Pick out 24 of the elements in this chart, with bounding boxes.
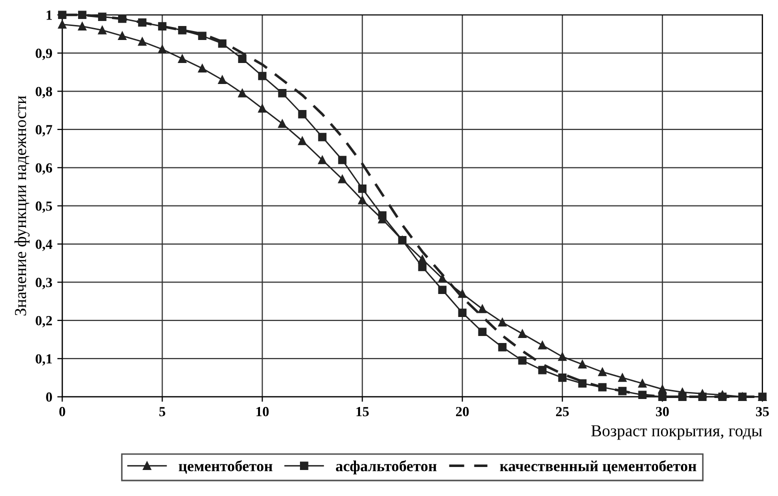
y-tick-label: 0,2 <box>36 316 52 328</box>
y-tick-label: 1 <box>46 10 52 20</box>
x-tick-label: 10 <box>256 406 269 416</box>
y-tick-label: 0,4 <box>36 240 52 251</box>
x-tick-label: 15 <box>356 406 369 416</box>
x-tick-label: 30 <box>656 406 669 416</box>
legend-label: цементобетон <box>178 460 272 474</box>
x-tick-label: 0 <box>59 406 66 416</box>
y-tick-label: 0,5 <box>36 201 52 213</box>
x-tick-label: 5 <box>159 407 166 416</box>
y-tick-label: 0,7 <box>36 125 52 136</box>
y-axis-title: Значение функции надежности <box>14 96 30 316</box>
y-tick-label: 0,3 <box>36 278 52 290</box>
y-tick-label: 0 <box>46 392 52 402</box>
x-tick-label: 20 <box>456 406 469 416</box>
x-tick-label: 35 <box>756 406 769 416</box>
y-tick-label: 0,1 <box>36 354 52 366</box>
legend-label: качественный цементобетон <box>500 460 696 474</box>
y-tick-label: 0,9 <box>36 48 52 60</box>
x-tick-label: 25 <box>556 406 569 416</box>
y-tick-label: 0,6 <box>36 163 52 175</box>
x-axis-title: Возраст покрытия, годы <box>591 425 762 440</box>
y-tick-label: 0,8 <box>36 86 52 98</box>
legend-label: асфальтобетон <box>336 460 437 474</box>
